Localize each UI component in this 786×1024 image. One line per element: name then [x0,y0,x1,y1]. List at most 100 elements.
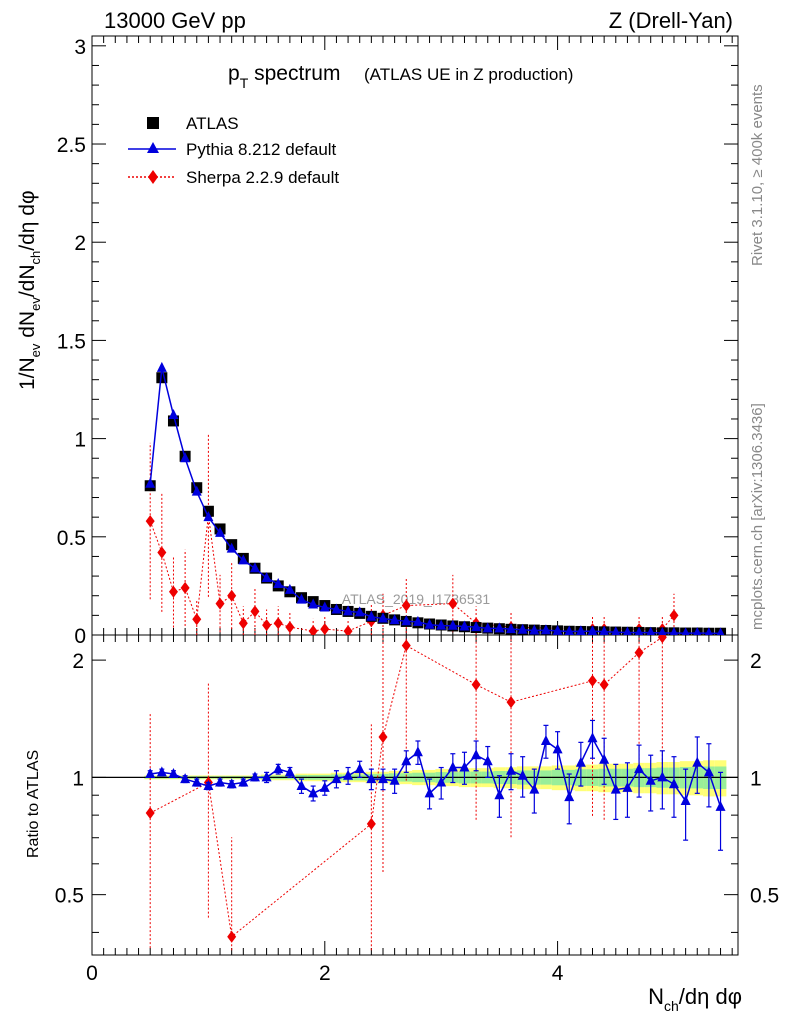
pythia-point [203,511,214,522]
pythia-point [658,627,667,635]
sherpa-ratio-point [366,817,376,830]
pythia-ratio-point [191,776,202,787]
x-tick-label: 4 [552,962,564,985]
pythia-point [447,619,458,630]
sherpa-ratio-point [401,639,411,652]
pythia-point [482,622,493,633]
pythia-point [354,606,365,617]
pythia-ratio-point [517,769,528,780]
pythia-ratio-point [343,769,354,780]
pythia-point [552,624,563,635]
pythia-point [494,622,505,633]
pythia-ratio-point [494,789,505,800]
pythia-ratio-point [366,773,377,784]
pythia-point [145,477,156,488]
pythia-point [705,627,713,635]
pythia-ratio-point [599,753,610,764]
ratio-y-tick-label-right: 2 [750,650,762,673]
sherpa-point [320,623,330,635]
ratio-ylabel: Ratio to ATLAS [25,750,42,858]
pythia-ratio-point [389,774,400,785]
pythia-point [343,605,354,616]
sherpa-ratio-point [657,635,667,644]
pythia-ratio-point [657,771,668,782]
main-y-tick-label: 3 [74,36,86,59]
pythia-point [634,626,644,635]
pythia-point [646,626,655,635]
title-sub: T [240,75,249,91]
pythia-point [366,610,377,621]
pythia-point [412,615,423,626]
pythia-point [459,620,470,631]
x-tick-label: 0 [86,962,98,985]
energy-label: 13000 GeV pp [104,8,246,33]
pythia-ratio-point [436,776,447,787]
pythia-ratio-point [471,749,482,760]
pythia-ratio-point [354,763,365,774]
pythia-point [611,626,621,635]
pythia-point [308,598,319,609]
pythia-ratio-point [424,787,435,798]
pythia-ratio-point [296,780,307,791]
pythia-ratio-point [552,743,563,754]
pythia-ratio-point [412,746,423,757]
pythia-ratio-point [587,732,598,743]
pythia-ratio-point [215,776,226,787]
pythia-point [261,572,272,583]
sherpa-point [669,609,679,622]
pythia-ratio-point [459,761,470,772]
legend-pythia-marker [147,142,159,153]
x-tick-label: 2 [319,962,331,985]
sherpa-point [168,585,178,598]
main-y-tick-label: 2.5 [57,134,86,157]
ratio-y-tick-label: 2 [72,650,84,673]
ratio-panel-frame [91,634,739,956]
pythia-point [424,618,435,629]
pythia-ratio-point [692,756,703,767]
pythia-ratio-point [564,791,575,802]
sherpa-point [157,546,167,559]
sherpa-point [401,599,411,612]
pythia-ratio-point [203,780,214,791]
title-spectrum: spectrum [248,62,340,85]
plot-title-paren: (ATLAS UE in Z production) [364,65,573,84]
pythia-point [249,562,260,573]
sherpa-point [180,581,190,594]
pythia-point [156,361,167,372]
pythia-ratio-point [168,768,179,779]
pythia-ratio-point [238,776,249,787]
pythia-point [401,615,412,626]
sherpa-ratio-point [599,678,609,691]
pythia-ratio-point [226,778,237,789]
pythia-point [331,603,342,614]
main-y-tick-label: 0.5 [57,527,86,550]
pythia-ratio-point [284,766,295,777]
pythia-ratio-point [180,773,191,784]
ratio-y-tick-label-right: 1 [750,767,762,790]
pythia-ratio-point [668,778,679,789]
ratio-y-tick-label: 1 [72,767,84,790]
pythia-point [471,621,482,632]
pythia-ratio-point [645,774,656,785]
pythia-ratio-point [575,756,586,767]
pythia-ratio-point [273,763,284,774]
pythia-ratio-point [703,766,714,777]
pythia-ratio-point [715,800,726,811]
pythia-point [168,409,179,420]
pythia-point [238,554,249,565]
plot-title: pT spectrum [228,62,340,91]
pythia-point [226,542,237,553]
pythia-ratio-point [261,771,272,782]
sherpa-ratio-point [378,730,388,743]
pythia-ratio-point [377,773,388,784]
pythia-point [273,577,284,588]
x-axis-label: Nch/dη dφ [648,984,742,1014]
sherpa-point [308,625,318,635]
legend-pythia-label: Pythia 8.212 default [186,140,337,159]
sherpa-ratio-point [471,678,481,691]
sherpa-point [285,621,295,634]
sherpa-ratio-point [588,674,598,687]
main-ylabel: 1/Nev dNev/dNch/dη dφ [16,190,43,390]
atlas-point [156,372,168,384]
